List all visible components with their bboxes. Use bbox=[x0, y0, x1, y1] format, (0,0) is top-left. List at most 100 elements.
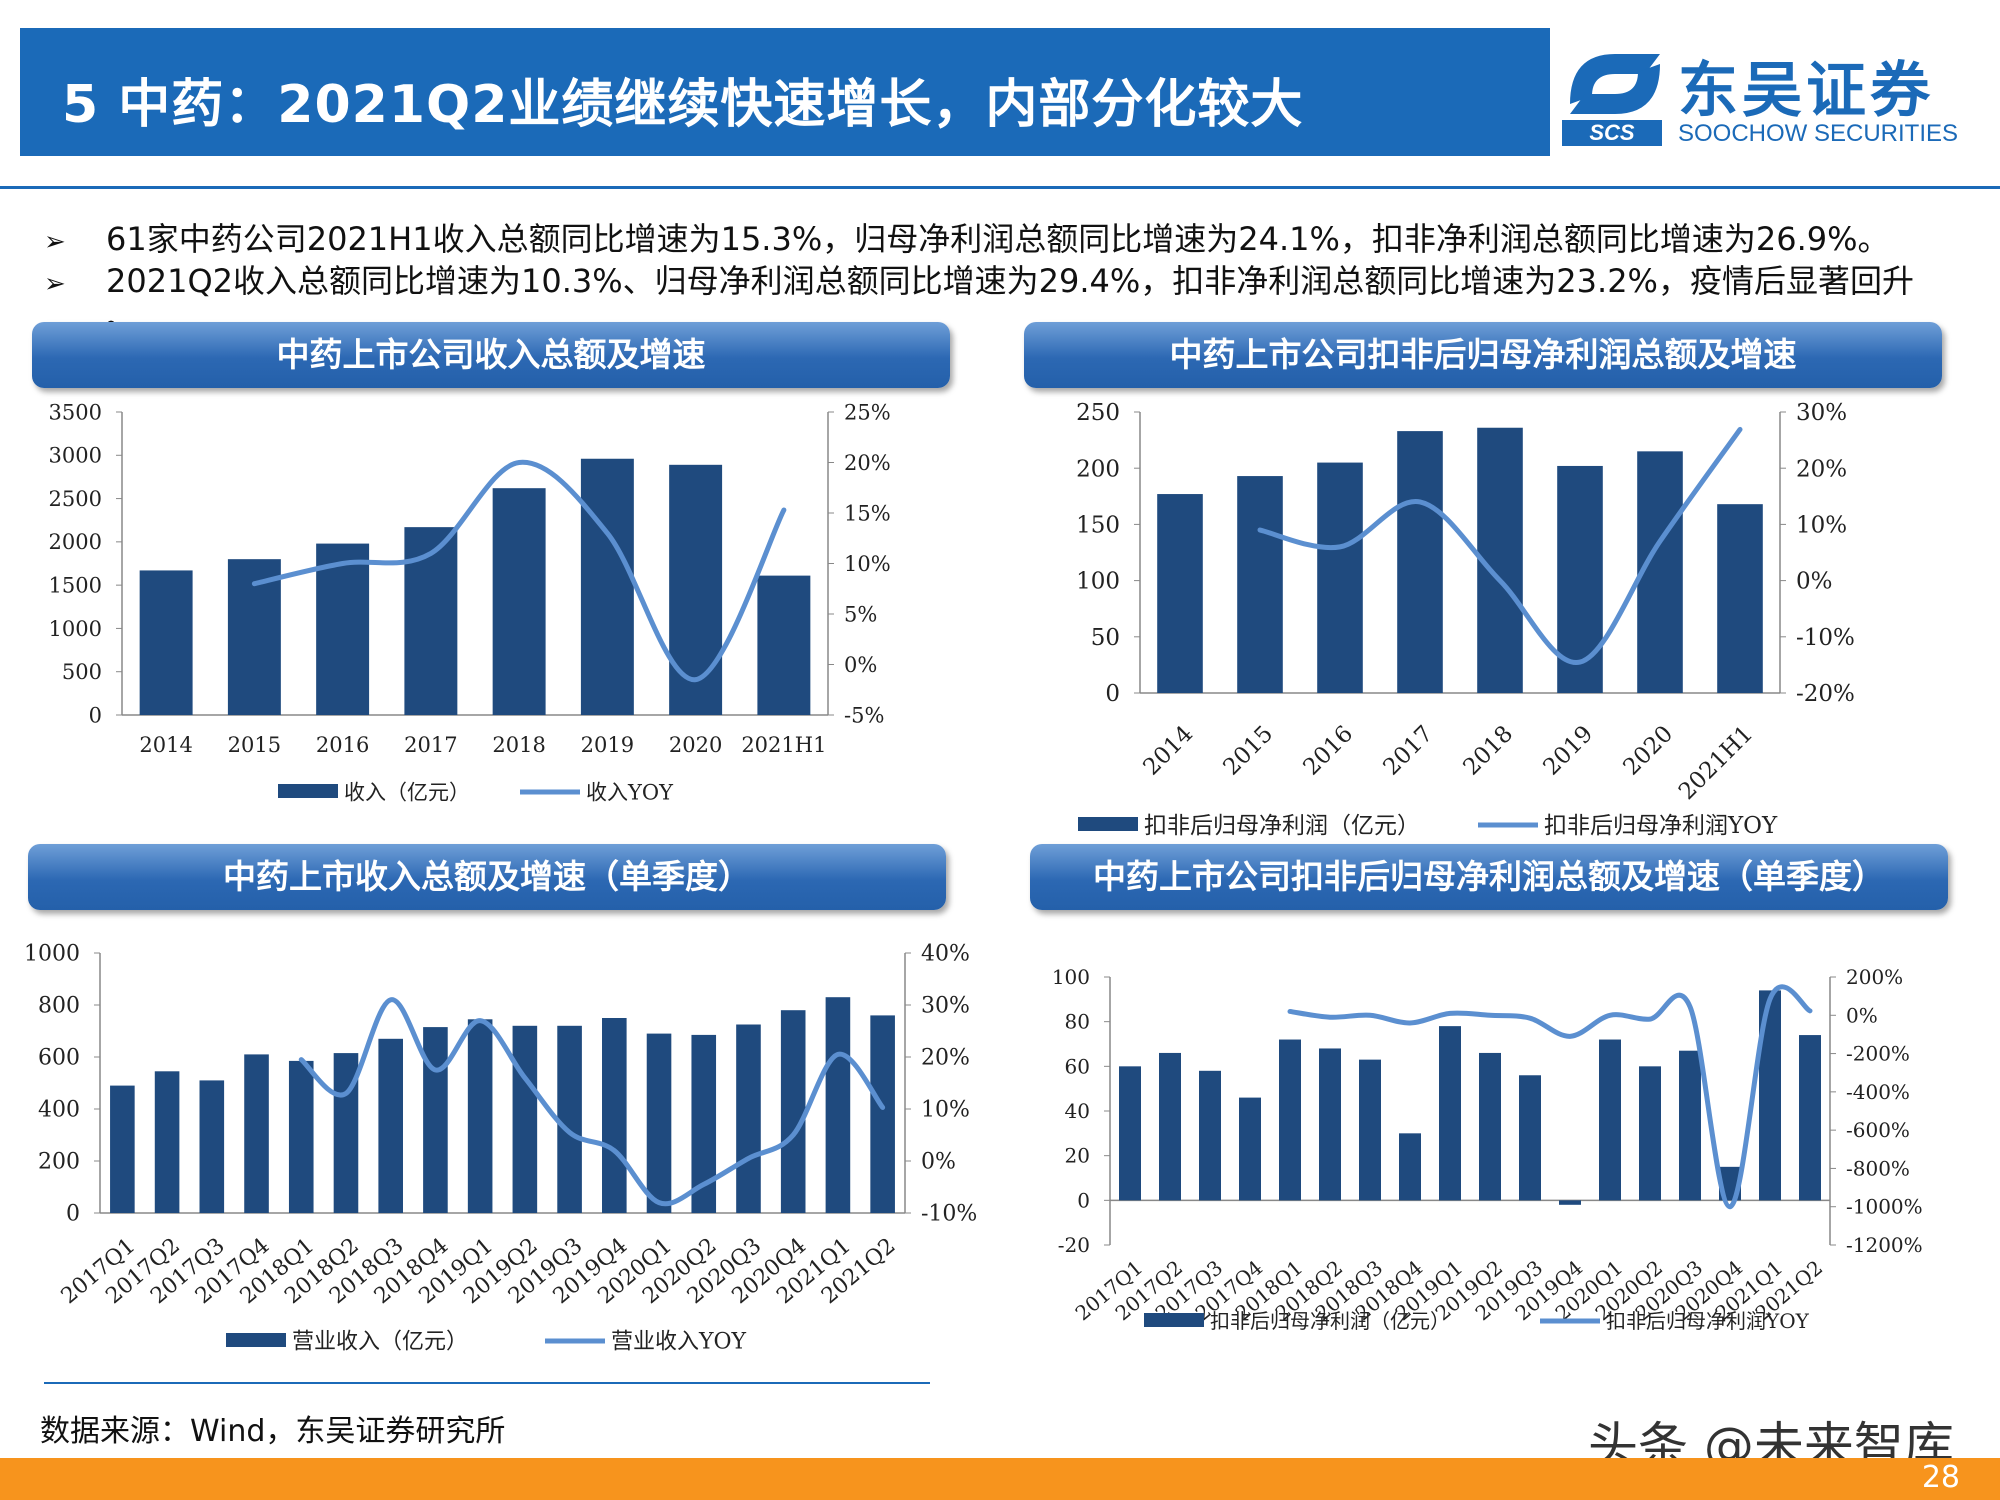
bar bbox=[669, 464, 723, 715]
y-tick-label-left: -20 bbox=[1058, 1233, 1090, 1257]
y-tick-label-right: 30% bbox=[921, 994, 970, 1019]
y-tick-label-left: 600 bbox=[38, 1046, 80, 1071]
x-tick-label: 2019 bbox=[1538, 721, 1598, 781]
bar bbox=[1199, 1070, 1221, 1201]
x-tick-label: 2015 bbox=[1218, 721, 1278, 781]
bar bbox=[1317, 462, 1363, 693]
y-tick-label-left: 0 bbox=[66, 1202, 80, 1227]
y-tick-label-right: -20% bbox=[1796, 681, 1855, 707]
y-tick-label-left: 60 bbox=[1065, 1054, 1090, 1078]
y-tick-label-left: 1000 bbox=[24, 942, 80, 967]
x-tick-label: 2014 bbox=[139, 733, 192, 757]
x-tick-label: 2018 bbox=[492, 733, 545, 757]
y-tick-label-right: 200% bbox=[1846, 965, 1903, 989]
y-tick-label-left: 40 bbox=[1065, 1099, 1090, 1123]
y-tick-label-left: 0 bbox=[89, 703, 102, 727]
y-tick-label-left: 1500 bbox=[49, 573, 102, 597]
bar bbox=[1359, 1059, 1381, 1201]
y-tick-label-right: -10% bbox=[921, 1202, 977, 1227]
bar bbox=[1159, 1052, 1181, 1201]
y-tick-label-left: 20 bbox=[1065, 1144, 1090, 1168]
y-tick-label-left: 150 bbox=[1076, 512, 1120, 538]
y-tick-label-right: 0% bbox=[1846, 1003, 1878, 1027]
footer-bar bbox=[0, 1458, 2000, 1500]
y-tick-label-left: 3500 bbox=[49, 400, 102, 424]
x-tick-label: 2021H1 bbox=[741, 733, 826, 757]
bar bbox=[1319, 1048, 1341, 1201]
yoy-line bbox=[1287, 984, 1813, 1210]
bar bbox=[646, 1033, 672, 1213]
y-tick-label-right: 40% bbox=[921, 942, 970, 967]
legend-label-bar: 收入（亿元） bbox=[344, 780, 470, 804]
legend-label-line: 扣非后归母净利润YOY bbox=[1606, 1309, 1810, 1333]
legend-label-line: 收入YOY bbox=[586, 780, 674, 804]
y-tick-label-right: 25% bbox=[844, 400, 891, 424]
bar bbox=[378, 1038, 403, 1213]
logo-name-en: SOOCHOW SECURITIES bbox=[1678, 120, 1959, 147]
legend-label-bar: 扣非后归母净利润（亿元） bbox=[1210, 1309, 1450, 1333]
bar bbox=[757, 575, 811, 715]
y-tick-label-right: -1000% bbox=[1846, 1195, 1923, 1219]
y-tick-label-right: -600% bbox=[1846, 1118, 1910, 1142]
bar bbox=[1799, 1035, 1821, 1201]
legend-swatch-bar bbox=[278, 784, 338, 798]
y-tick-label-left: 500 bbox=[62, 660, 102, 684]
bar bbox=[1599, 1039, 1621, 1201]
y-tick-label-left: 2500 bbox=[49, 487, 102, 511]
bullet-1: ➢ 61家中药公司2021H1收入总额同比增速为15.3%，归母净利润总额同比增速… bbox=[44, 214, 1890, 260]
x-tick-label: 2019 bbox=[581, 733, 634, 757]
logo-name-cn: 东吴证券 bbox=[1678, 56, 1934, 126]
bar bbox=[110, 1085, 135, 1213]
page-number: 28 bbox=[1921, 1460, 1960, 1495]
y-tick-label-left: 200 bbox=[1076, 456, 1120, 482]
x-tick-label: 2018 bbox=[1458, 721, 1518, 781]
panel-title-profit-annual: 中药上市公司扣非后归母净利润总额及增速 bbox=[1024, 322, 1942, 388]
bar bbox=[1279, 1039, 1301, 1201]
x-tick-label: 2014 bbox=[1138, 721, 1198, 781]
y-tick-label-right: -400% bbox=[1846, 1080, 1910, 1104]
legend-label-line: 营业收入YOY bbox=[611, 1330, 747, 1355]
y-tick-label-left: 100 bbox=[1076, 569, 1120, 595]
bar bbox=[244, 1054, 269, 1213]
y-tick-label-right: 0% bbox=[1796, 569, 1833, 595]
header-divider bbox=[0, 186, 2000, 189]
bar bbox=[1237, 476, 1283, 693]
y-tick-label-right: 10% bbox=[921, 1098, 970, 1123]
y-tick-label-left: 3000 bbox=[49, 444, 102, 468]
bullet-text: 2021Q2收入总额同比增速为10.3%、归母净利润总额同比增速为29.4%，扣… bbox=[106, 262, 1914, 300]
y-tick-label-right: -5% bbox=[844, 703, 884, 727]
y-tick-label-left: 1000 bbox=[49, 617, 102, 641]
bar bbox=[1639, 1066, 1661, 1201]
bar bbox=[1397, 431, 1443, 693]
bar bbox=[1637, 451, 1683, 693]
legend-swatch-bar bbox=[1078, 817, 1138, 831]
bar bbox=[512, 1025, 538, 1213]
panel-title-profit-quarterly: 中药上市公司扣非后归母净利润总额及增速（单季度） bbox=[1030, 844, 1948, 910]
y-tick-label-right: 10% bbox=[1796, 512, 1847, 538]
legend-swatch-bar bbox=[226, 1333, 286, 1347]
x-tick-label: 2016 bbox=[316, 733, 369, 757]
logo-abbr: SCS bbox=[1562, 120, 1662, 146]
legend-label-line: 扣非后归母净利润YOY bbox=[1544, 813, 1778, 839]
bar bbox=[1717, 504, 1763, 693]
y-tick-label-right: -1200% bbox=[1846, 1233, 1923, 1257]
bar bbox=[1759, 990, 1781, 1201]
bar bbox=[1679, 1050, 1701, 1201]
legend-label-bar: 扣非后归母净利润（亿元） bbox=[1144, 813, 1420, 839]
x-tick-label: 2016 bbox=[1298, 721, 1358, 781]
x-tick-label: 2020 bbox=[669, 733, 722, 757]
logo-mark-icon bbox=[1570, 54, 1660, 114]
bar bbox=[602, 1018, 627, 1213]
bar bbox=[1519, 1075, 1541, 1201]
yoy-line bbox=[1257, 426, 1743, 665]
y-tick-label-right: 0% bbox=[844, 653, 877, 677]
bar bbox=[580, 458, 634, 715]
bar bbox=[1399, 1133, 1421, 1201]
bar bbox=[316, 543, 370, 715]
bar bbox=[467, 1019, 493, 1213]
bar bbox=[1557, 465, 1603, 693]
bar bbox=[1479, 1052, 1501, 1201]
y-tick-label-right: 15% bbox=[844, 501, 891, 525]
y-tick-label-right: 20% bbox=[921, 1046, 970, 1071]
bar bbox=[1439, 1026, 1461, 1201]
